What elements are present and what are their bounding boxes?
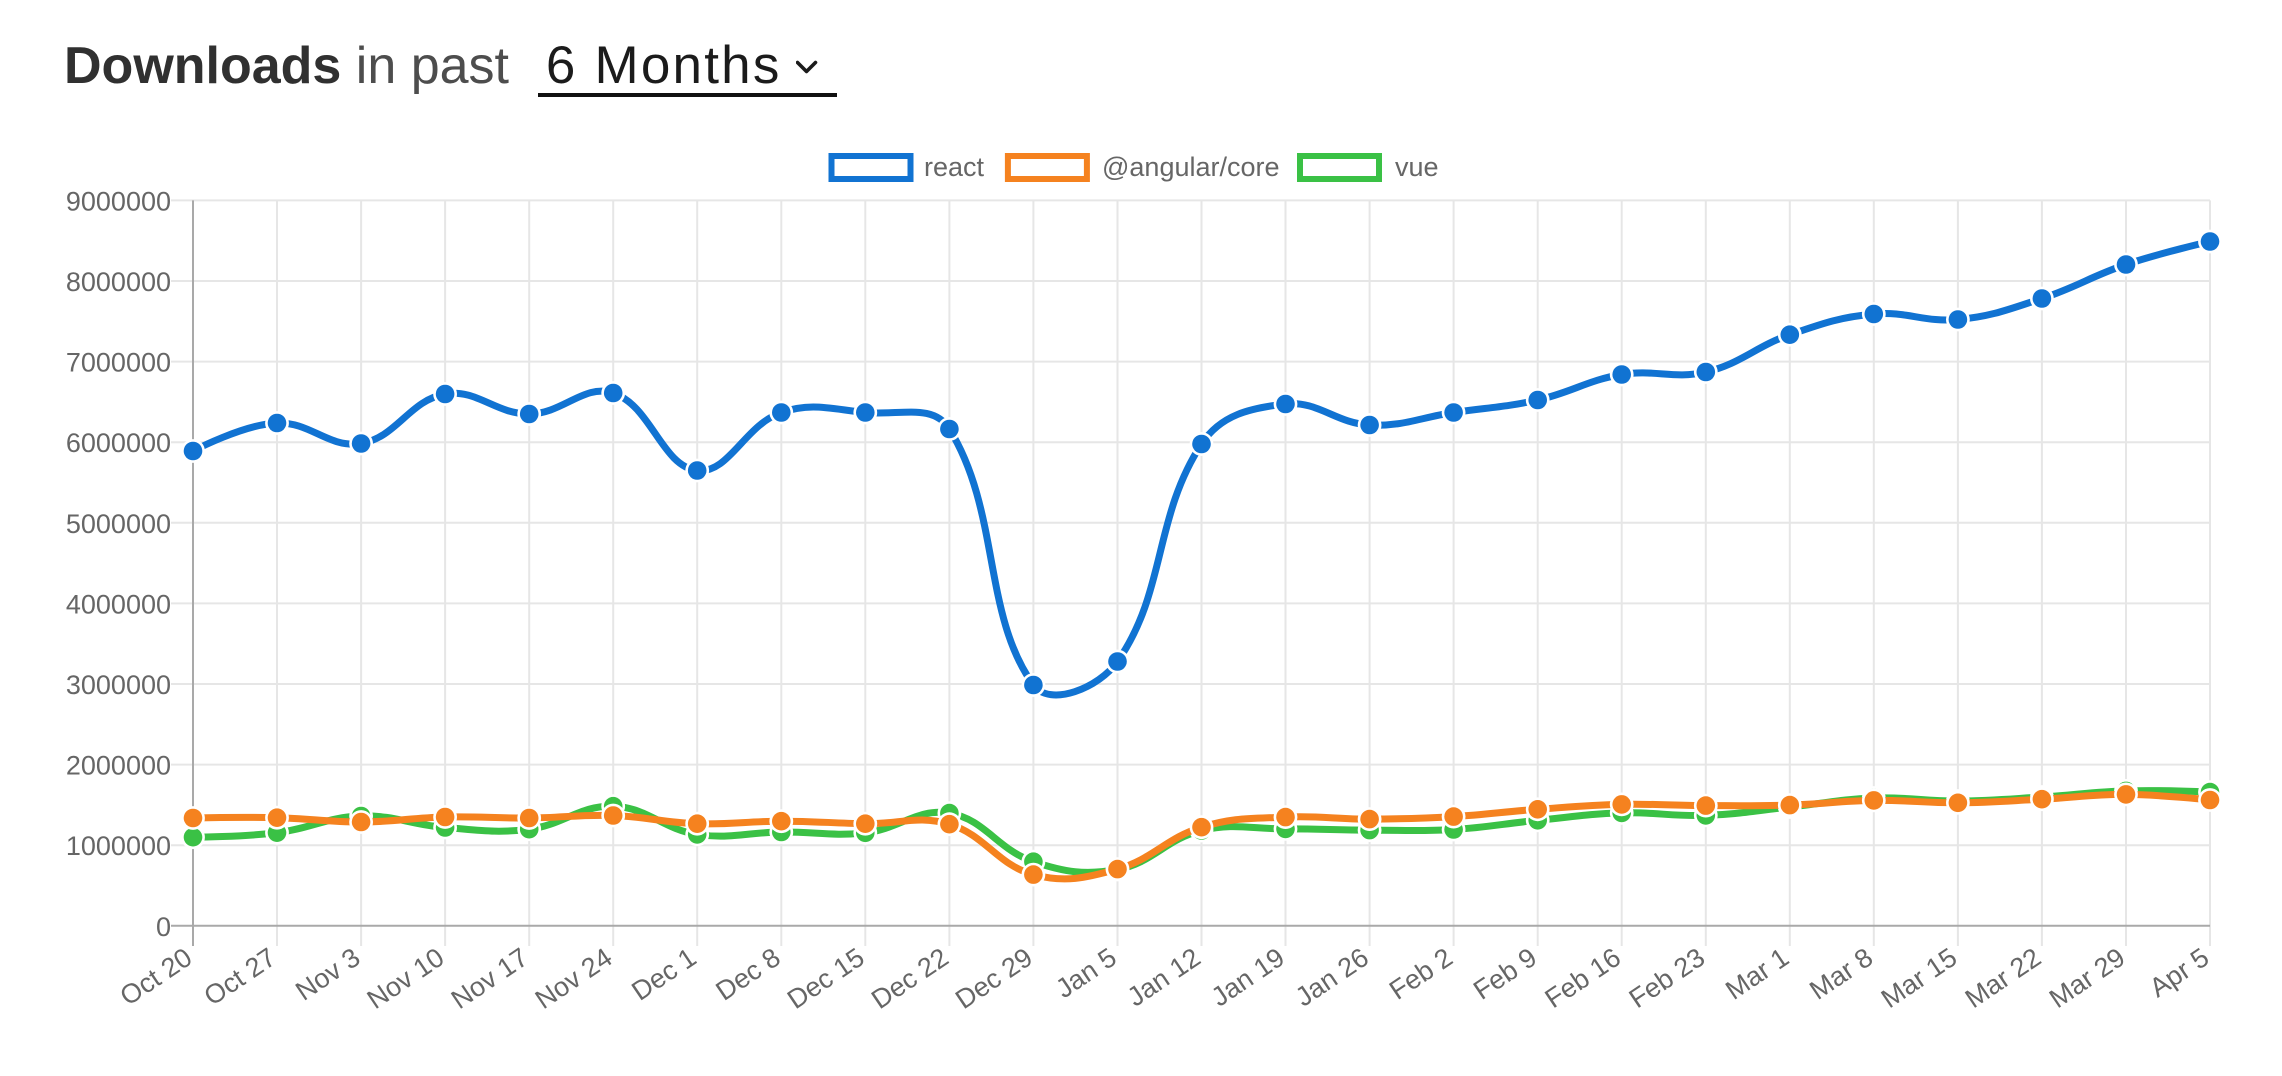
svg-text:3000000: 3000000 bbox=[66, 670, 171, 700]
svg-text:@angular/core: @angular/core bbox=[1102, 152, 1280, 182]
svg-text:Mar 8: Mar 8 bbox=[1804, 942, 1878, 1005]
svg-text:Apr 5: Apr 5 bbox=[2144, 942, 2214, 1003]
svg-text:Mar 22: Mar 22 bbox=[1960, 942, 2046, 1014]
svg-text:Dec 1: Dec 1 bbox=[626, 942, 701, 1006]
svg-text:Nov 3: Nov 3 bbox=[290, 942, 365, 1006]
svg-text:Jan 19: Jan 19 bbox=[1206, 942, 1290, 1012]
svg-text:0: 0 bbox=[156, 912, 171, 942]
svg-text:Nov 17: Nov 17 bbox=[446, 942, 534, 1015]
svg-text:vue: vue bbox=[1395, 152, 1439, 182]
svg-text:Dec 8: Dec 8 bbox=[710, 942, 785, 1006]
svg-text:4000000: 4000000 bbox=[66, 589, 171, 619]
svg-text:Nov 10: Nov 10 bbox=[362, 942, 450, 1015]
svg-text:Oct 20: Oct 20 bbox=[115, 942, 198, 1011]
svg-text:8000000: 8000000 bbox=[66, 267, 171, 297]
svg-text:Feb 2: Feb 2 bbox=[1384, 942, 1458, 1005]
svg-text:Jan 12: Jan 12 bbox=[1122, 942, 1206, 1012]
svg-text:1000000: 1000000 bbox=[66, 831, 171, 861]
svg-text:Feb 16: Feb 16 bbox=[1540, 942, 1626, 1014]
svg-text:Dec 15: Dec 15 bbox=[782, 942, 870, 1015]
svg-text:Mar 15: Mar 15 bbox=[1876, 942, 1962, 1014]
svg-text:Oct 27: Oct 27 bbox=[199, 942, 282, 1011]
svg-text:Dec 22: Dec 22 bbox=[866, 942, 954, 1015]
svg-text:Jan 26: Jan 26 bbox=[1290, 942, 1374, 1012]
svg-text:2000000: 2000000 bbox=[66, 751, 171, 781]
svg-text:9000000: 9000000 bbox=[66, 186, 171, 216]
svg-text:Dec 29: Dec 29 bbox=[950, 942, 1038, 1015]
svg-text:5000000: 5000000 bbox=[66, 509, 171, 539]
svg-text:Jan 5: Jan 5 bbox=[1050, 942, 1122, 1004]
svg-text:Feb 23: Feb 23 bbox=[1624, 942, 1710, 1014]
svg-text:7000000: 7000000 bbox=[66, 348, 171, 378]
svg-text:6000000: 6000000 bbox=[66, 428, 171, 458]
svg-text:Feb 9: Feb 9 bbox=[1468, 942, 1542, 1005]
svg-text:Mar 29: Mar 29 bbox=[2044, 942, 2130, 1014]
svg-text:Nov 24: Nov 24 bbox=[530, 942, 618, 1015]
svg-text:react: react bbox=[924, 152, 985, 182]
svg-text:Mar 1: Mar 1 bbox=[1720, 942, 1794, 1005]
